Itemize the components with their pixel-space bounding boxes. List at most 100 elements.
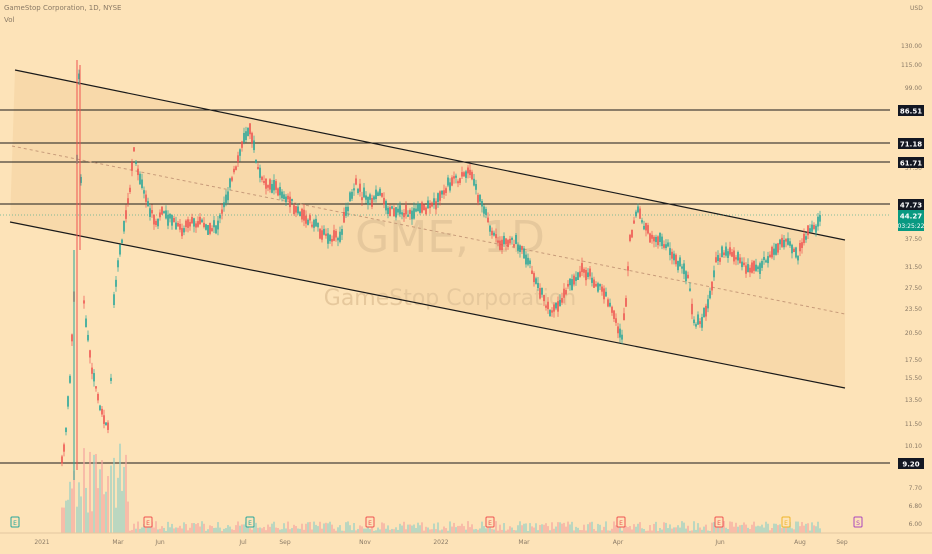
volume-bar xyxy=(805,523,807,533)
volume-bar xyxy=(479,528,481,533)
candle-body xyxy=(335,230,337,238)
candle-body xyxy=(307,219,309,225)
volume-bar xyxy=(485,528,487,533)
earnings-event-marker[interactable]: E xyxy=(616,516,626,528)
price-tick-label: 7.70 xyxy=(909,485,923,492)
candle-body xyxy=(85,318,87,328)
candle-body xyxy=(531,270,533,274)
earnings-event-marker[interactable]: S xyxy=(853,516,863,528)
candle-body xyxy=(163,211,165,214)
candle-body xyxy=(359,183,361,192)
volume-bar xyxy=(67,499,69,533)
price-axis[interactable]: 130.00 115.00 99.00 57.50 37.50 31.50 27.50 23.… xyxy=(901,43,922,528)
candle-body xyxy=(809,228,811,233)
volume-bar xyxy=(467,521,469,533)
earnings-event-marker[interactable]: E xyxy=(245,516,255,528)
volume-bar xyxy=(633,524,635,533)
candle-body xyxy=(311,224,313,227)
volume-bar xyxy=(389,529,391,533)
time-tick-label: Sep xyxy=(279,539,291,546)
candle-body xyxy=(453,176,455,179)
candle-body xyxy=(503,235,505,245)
time-tick-label: Jun xyxy=(154,539,165,546)
volume-bar xyxy=(535,523,537,533)
candle-body xyxy=(313,219,315,228)
volume-bar xyxy=(99,469,101,533)
earnings-event-marker[interactable]: E xyxy=(143,516,153,528)
earnings-event-marker[interactable]: E xyxy=(781,516,791,528)
candle-body xyxy=(247,127,249,136)
candle-body xyxy=(643,225,645,230)
volume-bar xyxy=(615,525,617,533)
price-tick-label: 115.00 xyxy=(901,62,922,69)
volume-bar xyxy=(245,522,247,533)
volume-bar xyxy=(605,521,607,533)
channel-midline[interactable] xyxy=(11,145,846,315)
volume-bar xyxy=(189,527,191,533)
volume-bar xyxy=(559,522,561,533)
earnings-event-marker[interactable]: E xyxy=(10,516,20,528)
volume-bar xyxy=(557,522,559,533)
candle-body xyxy=(237,155,239,162)
channel-upper-trendline[interactable] xyxy=(14,69,846,241)
volume-bar xyxy=(725,527,727,533)
level-tag-71-18 xyxy=(898,138,924,149)
candle-body xyxy=(495,234,497,239)
volume-bar xyxy=(311,529,313,533)
earnings-event-marker[interactable]: E xyxy=(365,516,375,528)
volume-bar xyxy=(641,528,643,533)
candle-body xyxy=(153,214,155,225)
volume-bar xyxy=(231,529,233,533)
volume-bar xyxy=(343,530,345,533)
svg-text:S: S xyxy=(856,520,860,527)
candle-body xyxy=(737,252,739,261)
candle-body xyxy=(179,223,181,230)
earnings-event-marker[interactable]: E xyxy=(714,516,724,528)
watermark-symbol: GME, 1D xyxy=(355,212,545,263)
candle-body xyxy=(663,244,665,248)
earnings-event-marker[interactable]: E xyxy=(485,516,495,528)
time-axis[interactable]: 2021 Mar Jun Jul Sep Nov 2022 Mar Apr Jun Aug Sep xyxy=(34,539,847,546)
candle-body xyxy=(305,215,307,224)
time-tick-label: Apr xyxy=(613,539,624,546)
candle-body xyxy=(173,218,175,223)
volume-bar xyxy=(575,526,577,533)
volume-bar xyxy=(299,528,301,533)
price-tick-label: 17.50 xyxy=(905,357,922,364)
volume-bar xyxy=(599,524,601,533)
candle-body xyxy=(373,196,375,200)
volume-bar xyxy=(755,526,757,533)
volume-bar xyxy=(173,528,175,533)
channel-lower-trendline[interactable] xyxy=(9,221,846,389)
candle-body xyxy=(285,196,287,203)
volume-bar xyxy=(391,528,393,533)
candle-body xyxy=(541,287,543,295)
candle-body xyxy=(493,232,495,236)
candle-body xyxy=(739,257,741,264)
candle-body xyxy=(409,209,411,214)
volume-bar xyxy=(499,524,501,533)
volume-bar xyxy=(683,522,685,533)
volume-bar xyxy=(545,523,547,533)
volume-bar xyxy=(437,522,439,533)
candle-body xyxy=(679,257,681,267)
volume-bar xyxy=(547,526,549,533)
bar-countdown: 03:25:22 xyxy=(898,223,925,230)
candle-body xyxy=(729,247,731,255)
candle-body xyxy=(569,278,571,286)
candle-body xyxy=(753,261,755,271)
volume-bar xyxy=(171,523,173,533)
volume-bar xyxy=(239,525,241,533)
candle-body xyxy=(105,422,107,426)
level-tag-86-51-text: 86.51 xyxy=(900,108,922,116)
volume-bar xyxy=(399,523,401,533)
candle-body xyxy=(443,190,445,195)
candle-body xyxy=(197,221,199,227)
channel-fill xyxy=(10,70,845,388)
candle-body xyxy=(799,243,801,252)
candle-body xyxy=(273,180,275,191)
candle-body xyxy=(355,178,357,185)
